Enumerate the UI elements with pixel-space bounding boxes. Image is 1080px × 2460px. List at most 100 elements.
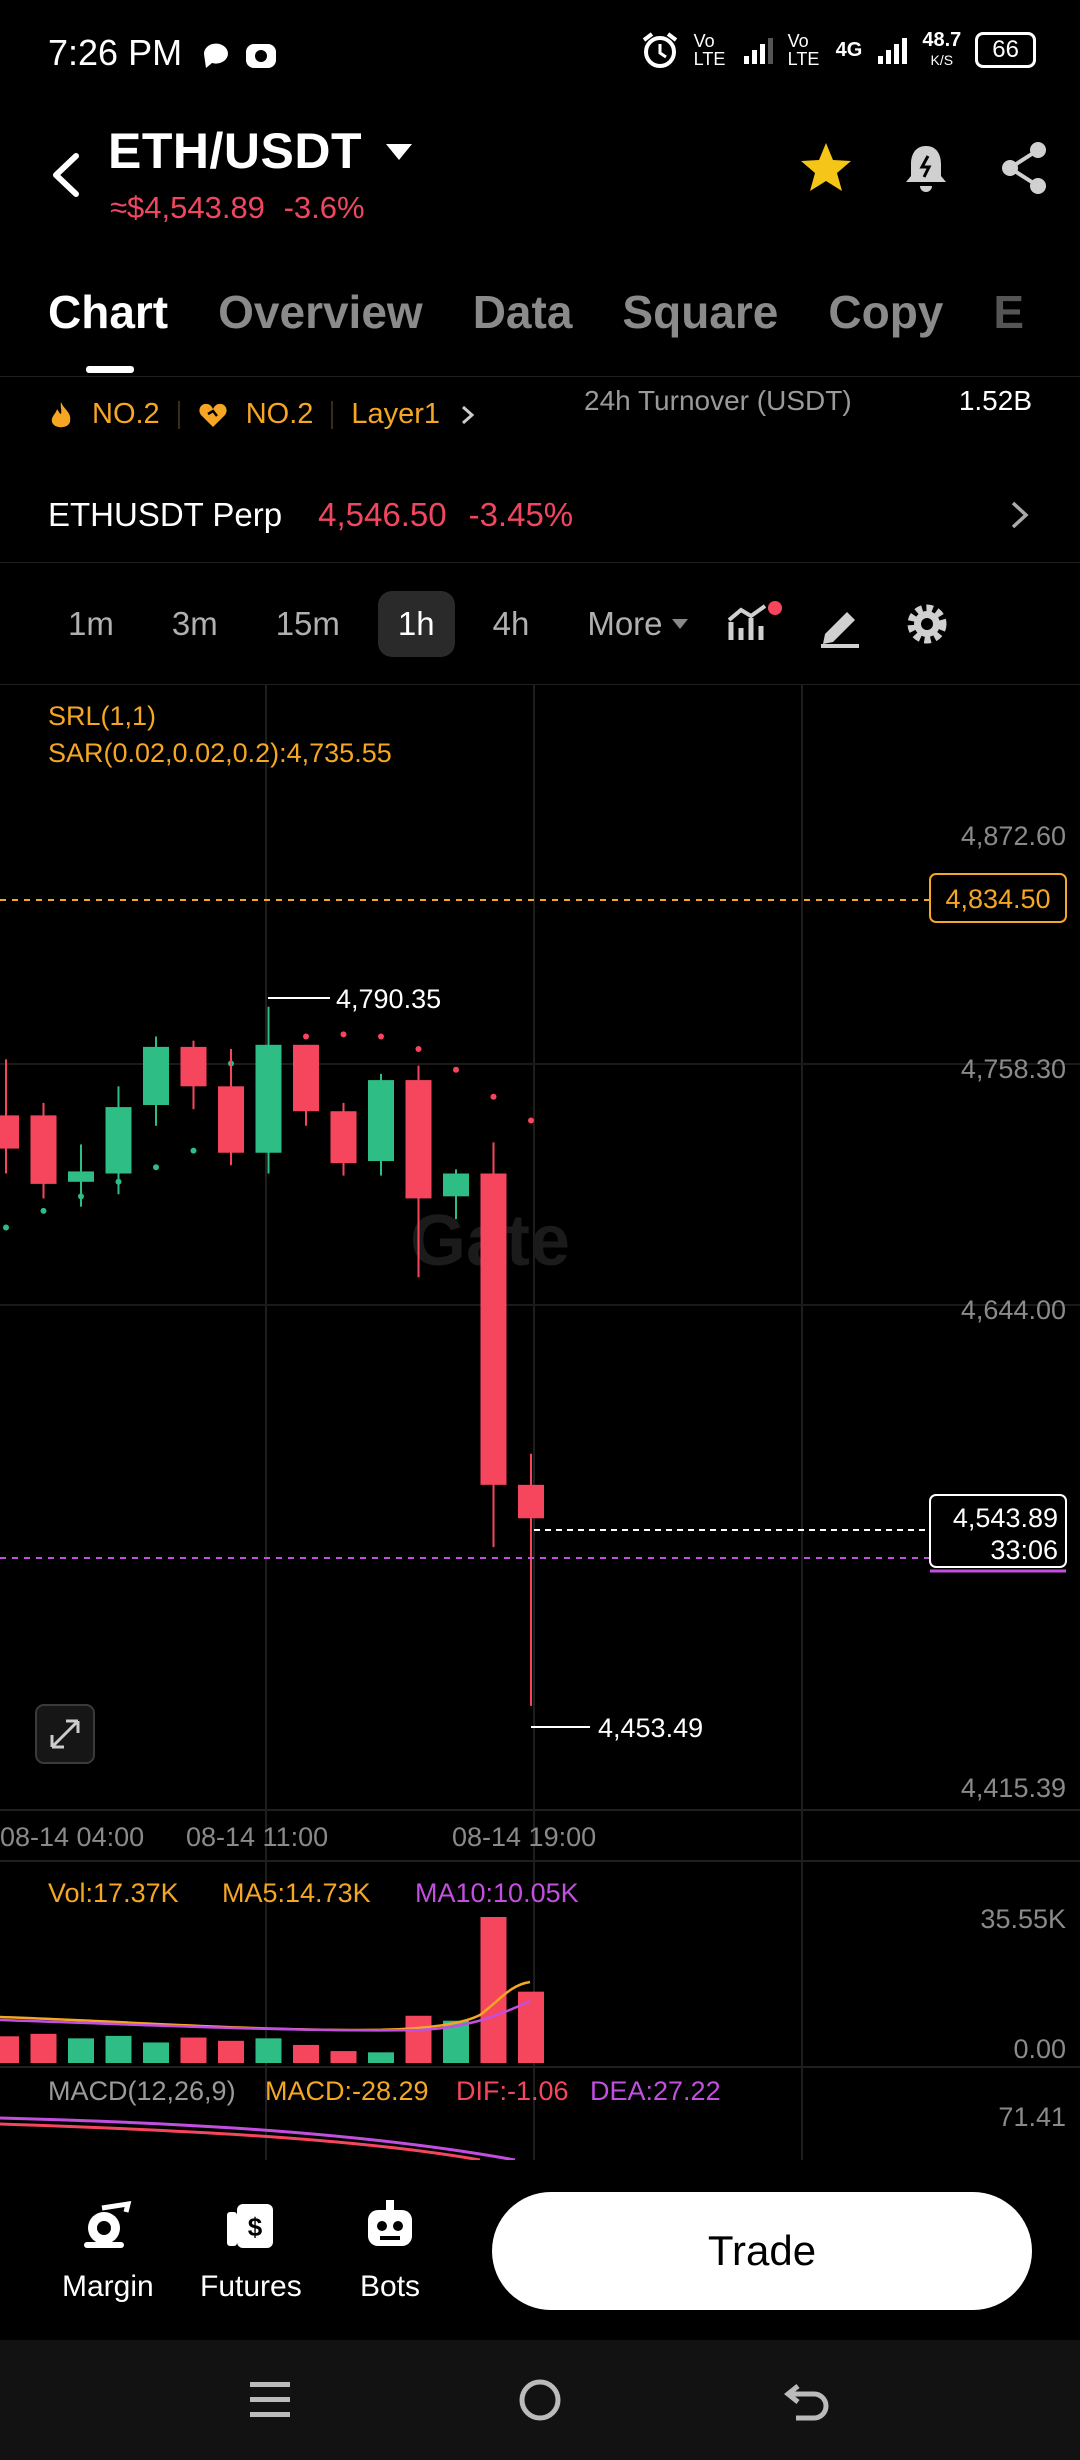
macd-label: MACD(12,26,9) (48, 2076, 236, 2106)
volume-bar (68, 2038, 94, 2063)
volume-bar (105, 2035, 132, 2063)
pair-dropdown-icon[interactable] (384, 140, 414, 164)
rank-badge-1[interactable]: NO.2 (92, 398, 160, 430)
interval-more[interactable]: More (567, 591, 708, 657)
current-price-label: 4,543.89 (953, 1503, 1058, 1533)
network-speed: 48.7 K/S (922, 30, 961, 70)
macd-dif: DIF:-1.06 (456, 2076, 569, 2106)
network-label-3: 4G (835, 38, 863, 61)
pair-title[interactable]: ETH/USDT (108, 123, 362, 179)
share-icon[interactable] (998, 140, 1050, 196)
x-label-2: 08-14 11:00 (186, 1822, 328, 1852)
interval-4h[interactable]: 4h (492, 605, 530, 642)
active-tab-indicator (86, 366, 134, 373)
nav-margin[interactable]: Margin (62, 2198, 154, 2304)
volume-bar (405, 2015, 432, 2063)
sar-dot (340, 1031, 347, 1038)
candle-body (480, 1173, 507, 1485)
perp-chevron-icon[interactable] (1008, 498, 1032, 532)
volume-bars (0, 1917, 544, 2063)
interval-15m[interactable]: 15m (275, 605, 340, 642)
volume-bar (330, 2051, 357, 2063)
volume-ma10-line (0, 1999, 531, 2032)
x-label-3: 08-14 19:00 (452, 1822, 596, 1852)
margin-icon (83, 2200, 132, 2248)
perp-price: 4,546.50 (318, 496, 447, 533)
signal-icon (743, 38, 773, 64)
perp-change: -3.45% (468, 496, 574, 533)
volume-bar (368, 2052, 394, 2063)
category-tag[interactable]: Layer1 (351, 398, 441, 430)
network-label-2: Vo LTE (787, 31, 820, 69)
perp-row[interactable]: ETHUSDT Perp 4,546.50 -3.45% (48, 496, 573, 534)
rank-separator-2 (331, 400, 334, 429)
volume-bar (0, 2036, 19, 2063)
sar-dot (153, 1164, 159, 1171)
chevron-right-icon[interactable] (458, 401, 478, 429)
sar-dot (528, 1117, 534, 1124)
status-bar: 7:26 PM Vo LTE Vo LTE 4G 48.7 K/S 66 (0, 0, 1080, 110)
volume-ymin: 0.00 (1013, 2034, 1066, 2064)
perp-divider (0, 562, 1080, 563)
trade-button[interactable]: Trade (492, 2192, 1032, 2310)
draw-pen-icon[interactable] (817, 600, 865, 648)
back-nav-icon[interactable] (784, 2376, 832, 2424)
level-line-tag[interactable] (929, 873, 1067, 923)
status-time: 7:26 PM (48, 32, 183, 73)
interval-bar: 1m 3m 15m 1h 4h More (30, 588, 1050, 660)
low-label: 4,453.49 (598, 1713, 703, 1743)
nav-bots[interactable]: Bots (360, 2198, 420, 2304)
main-tabs: Chart Overview Data Square Copy E (48, 285, 1024, 339)
back-button[interactable] (48, 150, 84, 205)
interval-divider (0, 684, 1080, 685)
tab-data[interactable]: Data (472, 286, 573, 338)
tab-square[interactable]: Square (622, 286, 779, 338)
interval-3m[interactable]: 3m (171, 605, 218, 642)
speed-value: 48.7 (922, 29, 962, 51)
volume-ma10: MA10:10.05K (415, 1878, 579, 1908)
more-caret-icon (671, 619, 688, 629)
settings-gear-icon[interactable] (903, 600, 951, 648)
recents-icon[interactable] (248, 2378, 292, 2422)
rank-badge-2[interactable]: NO.2 (245, 398, 314, 430)
volume-bar (480, 1917, 507, 2063)
tab-copy[interactable]: Copy (828, 286, 944, 338)
approx-price: ≈$4,543.89 (110, 190, 265, 225)
macd-value: MACD:-28.29 (265, 2076, 429, 2106)
perp-name: ETHUSDT Perp (48, 496, 283, 533)
indicator-sar: SAR(0.02,0.02,0.2):4,735.55 (48, 738, 392, 768)
sar-dot (40, 1207, 47, 1214)
expand-icon (50, 1719, 80, 1749)
candle-body (518, 1484, 544, 1519)
macd-dea: DEA:27.22 (590, 2076, 721, 2106)
header-actions (798, 140, 1050, 196)
candle-body (30, 1115, 57, 1184)
indicators-icon[interactable] (727, 600, 783, 648)
volume-ymax: 35.55K (980, 1904, 1066, 1934)
signal-icon-2 (878, 38, 908, 64)
nav-bots-label: Bots (360, 2270, 421, 2303)
battery-indicator: 66 (975, 32, 1036, 68)
nav-futures[interactable]: $ Futures (200, 2198, 302, 2304)
current-price-tag[interactable] (929, 1494, 1067, 1568)
tab-overview[interactable]: Overview (218, 286, 423, 338)
alert-bell-icon[interactable] (902, 140, 950, 196)
turnover-label: 24h Turnover (USDT) (584, 385, 852, 416)
sar-dot (190, 1147, 197, 1154)
home-icon[interactable] (516, 2376, 564, 2424)
tab-chart[interactable]: Chart (48, 286, 169, 338)
interval-1m[interactable]: 1m (68, 605, 114, 642)
price-chart[interactable]: Gate SRL(1,1) SAR(0.02,0.02,0.2):4,735.5… (0, 685, 1080, 2165)
status-indicators: Vo LTE Vo LTE 4G 48.7 K/S 66 (640, 30, 1036, 70)
high-label: 4,790.35 (336, 984, 441, 1014)
macd-dea-line (0, 2116, 516, 2162)
sar-dot (453, 1066, 459, 1073)
interval-1h[interactable]: 1h (377, 591, 455, 657)
star-icon[interactable] (798, 140, 854, 196)
tab-more-clipped[interactable]: E (993, 286, 1025, 338)
sar-dot (378, 1033, 384, 1040)
chart-grid (0, 685, 1080, 2160)
volume-bar (218, 2040, 244, 2063)
volume-bar (518, 1991, 544, 2063)
candle-body (368, 1080, 394, 1162)
